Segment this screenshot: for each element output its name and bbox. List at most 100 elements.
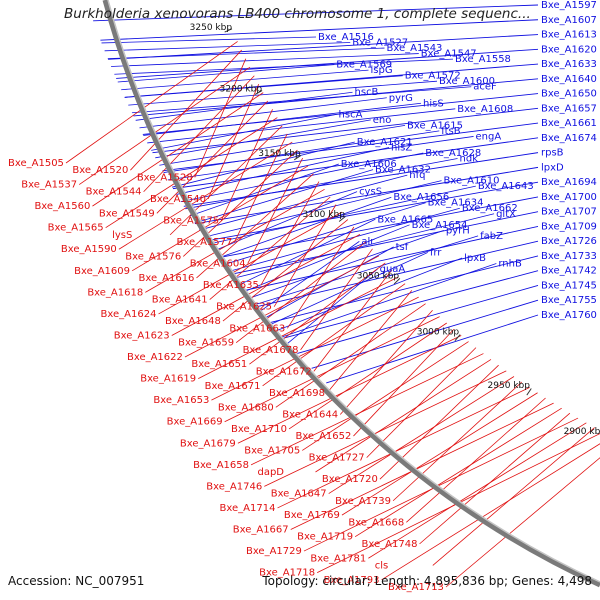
leader-line xyxy=(288,322,447,430)
feature-label-left: Bxe_A1641 xyxy=(152,295,208,306)
feature-label-inner: Bxe_A1569 xyxy=(336,60,392,71)
leader-line xyxy=(180,152,424,203)
feature-label-right: Bxe_A1755 xyxy=(541,295,597,306)
feature-label-inner: hscB xyxy=(355,87,379,98)
leader-line xyxy=(222,219,349,322)
leader-line xyxy=(218,196,539,259)
leader-line xyxy=(419,412,571,545)
feature-label-right: Bxe_A1674 xyxy=(541,133,597,144)
leader-line xyxy=(176,147,390,195)
feature-label-left: Bxe_A1720 xyxy=(322,474,378,485)
feature-label-inner: Bxe_A1654 xyxy=(412,220,468,231)
feature-label-left: Bxe_A1658 xyxy=(193,460,249,471)
feature-label-right: Bxe_A1707 xyxy=(541,207,597,218)
leader-line xyxy=(406,397,546,523)
leader-line xyxy=(283,270,539,339)
kbp-tick-mark xyxy=(293,155,302,161)
leader-line xyxy=(277,387,530,509)
leader-line xyxy=(158,211,343,315)
kbp-tick-label: 3250 kbp xyxy=(190,23,233,33)
feature-label-left: Bxe_A1793 xyxy=(324,575,380,586)
leader-line xyxy=(282,263,497,338)
leader-line xyxy=(218,196,392,259)
feature-label-right: lpxD xyxy=(541,162,564,173)
chromosome-backbone xyxy=(102,0,600,588)
leader-line xyxy=(243,224,410,292)
feature-label-right: Bxe_A1633 xyxy=(541,59,597,70)
leader-line xyxy=(233,213,495,279)
leader-line xyxy=(196,173,314,279)
feature-label-left: Bxe_A1668 xyxy=(348,517,404,528)
feature-label-inner: tsf xyxy=(396,242,409,253)
feature-label-left: Bxe_A1604 xyxy=(190,259,246,270)
feature-label-inner: Bxe_A1632 xyxy=(375,165,431,176)
kbp-tick-mark xyxy=(224,28,233,33)
kbp-tick-mark xyxy=(526,388,532,396)
leader-line xyxy=(107,47,385,60)
feature-label-inner: Bxe_A1606 xyxy=(341,159,397,170)
leader-line xyxy=(379,364,499,480)
leader-line xyxy=(108,34,539,60)
feature-label-inner: pyrG xyxy=(389,93,413,104)
leader-line xyxy=(368,422,587,559)
feature-label-right: Bxe_A1733 xyxy=(541,251,597,262)
feature-label-inner: Bxe_A1615 xyxy=(407,120,463,131)
leader-line xyxy=(234,133,288,243)
kbp-tick-label: 2950 kbp xyxy=(488,381,531,391)
feature-label-left: Bxe_A1669 xyxy=(167,417,223,428)
feature-label-left: Bxe_A1622 xyxy=(127,352,183,363)
leader-line xyxy=(145,188,325,293)
feature-label-left: Bxe_A1698 xyxy=(269,388,325,399)
feature-labels: Bxe_A1597 Bxe_A1607 Bxe_A1613 Bxe_A1620 Bxe_… xyxy=(8,0,597,593)
leader-line xyxy=(297,285,539,354)
feature-label-inner: Bxe_A1665 xyxy=(377,214,433,225)
feature-label-right: Bxe_A1745 xyxy=(541,280,597,291)
leader-line xyxy=(194,166,539,225)
leader-line xyxy=(392,381,523,502)
leader-line xyxy=(131,165,309,272)
feature-label-inner: ndk xyxy=(460,154,479,165)
feature-label-left: Bxe_A1616 xyxy=(139,273,195,284)
label-leader-lines xyxy=(65,4,600,588)
leader-line xyxy=(223,202,426,266)
feature-label-left: Bxe_A1739 xyxy=(335,496,391,507)
feature-label-left: Bxe_A1710 xyxy=(231,424,287,435)
feature-label-left: cls xyxy=(375,560,389,571)
topology-summary: Topology: circular; Length: 4,895,836 bp… xyxy=(262,574,592,588)
feature-label-left: Bxe_A1537 xyxy=(21,180,77,191)
leader-line xyxy=(207,84,260,200)
feature-label-inner: engA xyxy=(476,131,502,142)
feature-label-inner: Bxe_A1527 xyxy=(352,38,408,49)
feature-label-left: Bxe_A1560 xyxy=(34,201,90,212)
feature-label-left: Bxe_A1727 xyxy=(309,453,365,464)
feature-label-left: Bxe_A1625 xyxy=(216,302,272,313)
feature-label-inner: alr xyxy=(361,236,375,247)
feature-label-left: Bxe_A1672 xyxy=(256,366,312,377)
leader-line xyxy=(100,19,539,41)
feature-label-left: Bxe_A1648 xyxy=(165,316,221,327)
feature-label-left: Bxe_A1652 xyxy=(295,431,351,442)
leader-line xyxy=(92,92,264,207)
leader-line xyxy=(250,353,484,466)
feature-label-right: Bxe_A1607 xyxy=(541,15,597,26)
feature-label-inner: Bxe_A1547 xyxy=(421,49,477,60)
feature-label-left: Bxe_A1647 xyxy=(271,489,327,500)
leader-line xyxy=(270,252,429,325)
feature-label-right: Bxe_A1650 xyxy=(541,89,597,100)
feature-label-left: lysS xyxy=(112,230,132,241)
feature-label-right: Bxe_A1694 xyxy=(541,177,597,188)
leader-line xyxy=(162,122,539,172)
leader-line xyxy=(259,241,360,312)
kbp-tick-label: 3100 kbp xyxy=(303,210,346,220)
leader-line xyxy=(303,417,579,552)
leader-line xyxy=(224,316,440,423)
feature-label-right: Bxe_A1700 xyxy=(541,192,597,203)
leader-line xyxy=(194,58,247,178)
map-title: Burkholderia xenovorans LB400 chromosome… xyxy=(64,6,531,22)
feature-label-inner: eno xyxy=(373,115,392,126)
leader-line xyxy=(78,66,251,185)
feature-label-inner: aceF xyxy=(473,82,497,93)
feature-label-left: Bxe_A1590 xyxy=(61,244,117,255)
feature-label-inner: Bxe_A1643 xyxy=(478,181,534,192)
feature-label-inner: guaA xyxy=(380,264,406,275)
